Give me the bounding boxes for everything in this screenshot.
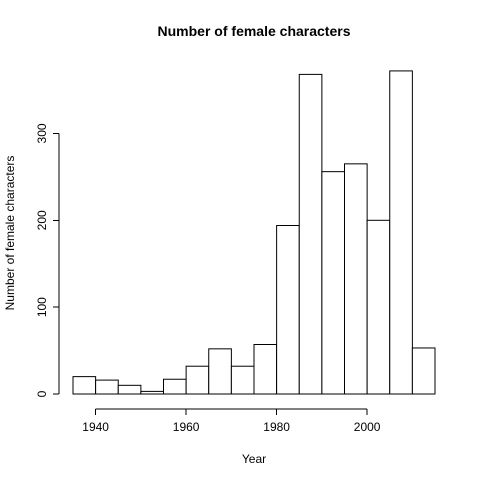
histogram-bar [163, 378, 187, 395]
x-axis-label: Year [242, 452, 266, 466]
histogram-bar [208, 348, 232, 395]
y-tick-label: 0 [35, 390, 49, 397]
histogram-bar [276, 225, 300, 395]
chart-title: Number of female characters [158, 23, 351, 39]
histogram-bar [140, 390, 164, 395]
x-tick-label: 1960 [173, 420, 200, 434]
histogram-bar [321, 171, 345, 395]
y-tick-label: 100 [35, 297, 49, 317]
histogram-bar [72, 376, 97, 395]
histogram-bar [230, 365, 255, 395]
histogram-bar [117, 384, 142, 395]
y-tick-label: 200 [35, 210, 49, 230]
histogram-bar [253, 343, 278, 395]
x-axis: 1940 1960 1980 2000 [82, 408, 381, 434]
y-axis: 0 100 200 300 [35, 123, 60, 397]
x-tick-label: 2000 [354, 420, 381, 434]
histogram-bar [366, 219, 391, 395]
histogram-bar [411, 347, 436, 395]
histogram-bar [389, 70, 413, 395]
histogram-bar [95, 379, 119, 395]
x-tick-label: 1980 [263, 420, 290, 434]
x-tick-label: 1940 [82, 420, 109, 434]
histogram-bar [298, 73, 323, 395]
bars-group [72, 70, 436, 395]
histogram-bar [185, 365, 210, 395]
y-axis-label: Number of female characters [3, 156, 17, 311]
y-tick-label: 300 [35, 123, 49, 143]
histogram-bar [344, 163, 368, 395]
